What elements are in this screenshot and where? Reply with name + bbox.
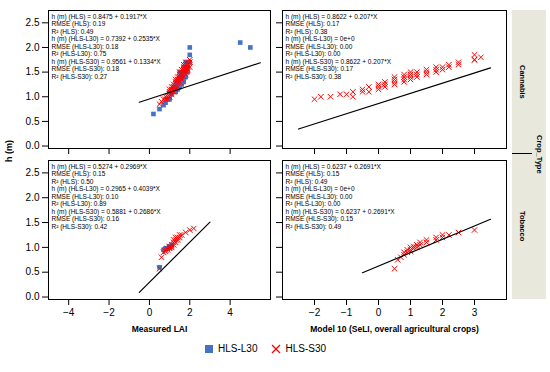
svg-text:−2: −2	[103, 307, 115, 318]
svg-text:2.0: 2.0	[26, 42, 40, 53]
svg-text:2: 2	[440, 307, 446, 318]
svg-text:0.0: 0.0	[26, 291, 40, 302]
svg-text:1: 1	[408, 307, 414, 318]
svg-text:h (m) (HLS) = 0.8475 + 0.1917*: h (m) (HLS) = 0.8475 + 0.1917*XRMSE (HLS…	[52, 13, 162, 81]
svg-text:Model 10 (SeLI, overall agricu: Model 10 (SeLI, overall agricultural cro…	[310, 324, 479, 334]
svg-text:2.5: 2.5	[26, 167, 40, 178]
svg-text:0.0: 0.0	[26, 140, 40, 151]
svg-text:1.0: 1.0	[26, 91, 40, 102]
svg-text:−4: −4	[63, 307, 75, 318]
svg-text:h (m) (HLS) = 0.6237 + 0.2691*: h (m) (HLS) = 0.6237 + 0.2691*XRMSE (HLS…	[286, 163, 396, 231]
svg-text:0: 0	[147, 307, 153, 318]
svg-text:1.5: 1.5	[26, 66, 40, 77]
svg-text:0: 0	[376, 307, 382, 318]
svg-text:2.5: 2.5	[26, 17, 40, 28]
svg-text:−1: −1	[341, 307, 353, 318]
svg-text:−2: −2	[309, 307, 321, 318]
svg-text:0.5: 0.5	[26, 266, 40, 277]
svg-text:0.5: 0.5	[26, 116, 40, 127]
svg-text:h (m) (HLS) = 0.8622 + 0.207*X: h (m) (HLS) = 0.8622 + 0.207*XRMSE (HLS)…	[286, 13, 392, 81]
svg-text:3: 3	[472, 307, 478, 318]
svg-text:2: 2	[187, 307, 193, 318]
svg-text:1.5: 1.5	[26, 217, 40, 228]
svg-text:2.0: 2.0	[26, 192, 40, 203]
svg-text:Measured LAI: Measured LAI	[132, 324, 188, 334]
svg-text:h (m) (HLS) = 0.5274 + 0.2969*: h (m) (HLS) = 0.5274 + 0.2969*XRMSE (HLS…	[52, 163, 162, 231]
svg-text:1.0: 1.0	[26, 242, 40, 253]
svg-text:4: 4	[227, 307, 233, 318]
